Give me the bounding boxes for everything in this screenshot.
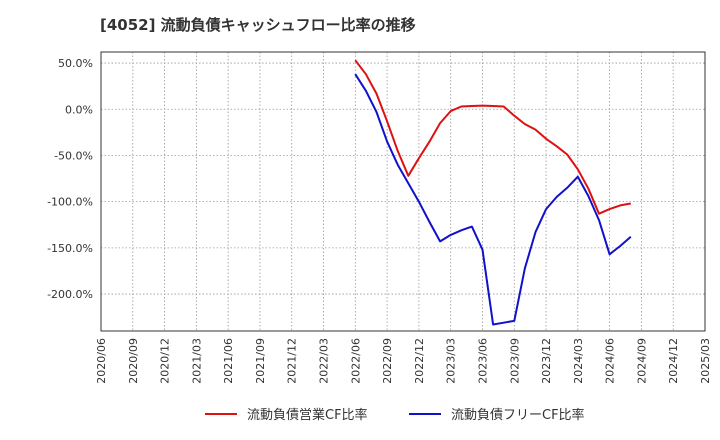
x-tick-label: 2022/06 (349, 338, 362, 384)
legend-label-1: 流動負債営業CF比率 (247, 407, 368, 423)
x-tick-label: 2024/06 (604, 338, 617, 384)
x-tick-label: 2023/12 (540, 338, 553, 384)
y-tick-label: -150.0% (47, 242, 93, 255)
x-tick-label: 2023/06 (476, 338, 489, 384)
x-tick-label: 2020/06 (95, 338, 108, 384)
x-tick-label: 2025/03 (699, 338, 712, 384)
y-tick-label: -50.0% (54, 149, 93, 162)
x-tick-label: 2022/12 (413, 338, 426, 384)
y-tick-label: 50.0% (58, 57, 93, 70)
x-tick-label: 2020/12 (159, 338, 172, 384)
x-tick-label: 2024/12 (667, 338, 680, 384)
y-tick-label: -200.0% (47, 288, 93, 301)
series-line-2 (354, 73, 632, 326)
legend-label-2: 流動負債フリーCF比率 (451, 407, 585, 423)
x-tick-label: 2024/03 (572, 338, 585, 384)
x-tick-label: 2023/03 (445, 338, 458, 384)
x-tick-label: 2021/12 (286, 338, 299, 384)
x-tick-label: 2023/09 (508, 338, 521, 384)
x-tick-label: 2020/09 (127, 338, 140, 384)
x-tick-label: 2021/03 (190, 338, 203, 384)
y-tick-label: -100.0% (47, 196, 93, 209)
series-line-1 (354, 59, 631, 215)
y-tick-label: 0.0% (65, 103, 93, 116)
x-tick-label: 2024/09 (635, 338, 648, 384)
x-tick-label: 2021/06 (222, 338, 235, 384)
x-tick-label: 2021/09 (254, 338, 267, 384)
x-tick-label: 2022/03 (318, 338, 331, 384)
x-tick-label: 2022/09 (381, 338, 394, 384)
chart-title: [4052] 流動負債キャッシュフロー比率の推移 (100, 16, 416, 34)
plot-area (100, 51, 706, 332)
